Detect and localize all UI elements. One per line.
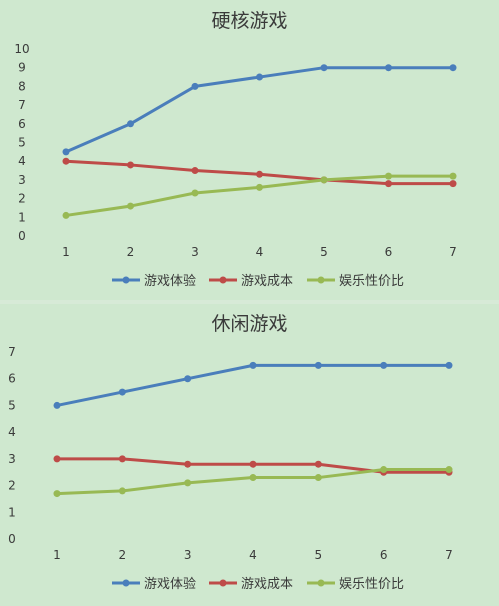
legend-marker [317,579,325,587]
legend-label: 娱乐性价比 [339,577,404,592]
y-tick-label: 1 [8,505,16,519]
x-tick-label: 3 [184,548,192,562]
data-point [380,466,388,474]
chart-title: 休闲游戏 [211,313,287,335]
y-tick-label: 4 [18,154,26,168]
data-point [127,120,134,128]
x-tick-label: 2 [127,245,135,259]
data-point [62,148,70,156]
data-point [249,474,257,482]
legend-label: 游戏成本 [241,577,293,592]
data-point [62,211,70,219]
legend-marker [317,276,325,284]
chart-svg-casual: 休闲游戏 0 1 2 3 4 5 6 7 1 2 3 4 5 6 7 游戏体验 游戏成本 娱乐性价比 [8,313,453,592]
y-tick-label: 8 [18,79,26,93]
legend-marker [219,579,227,587]
x-tick-label: 4 [249,548,257,562]
y-tick-label: 1 [18,210,26,224]
chart-svg-hardcore: 硬核游戏 0 1 2 3 4 5 6 7 8 9 10 1 2 3 4 5 6 7 游戏体验 游戏成本 娱乐性价比 [14,10,457,289]
x-tick-label: 7 [449,245,457,259]
y-tick-label: 3 [8,452,16,466]
data-point [53,455,61,463]
legend-marker [122,276,130,284]
x-tick-label: 6 [380,548,388,562]
data-point [191,189,199,197]
y-tick-label: 4 [8,425,16,439]
data-point [184,479,192,487]
data-point [445,361,453,369]
data-point [62,157,70,165]
y-tick-label: 6 [18,117,26,131]
y-tick-label: 2 [18,192,26,206]
legend-marker [122,579,130,587]
y-tick-label: 10 [14,42,29,56]
legend-label: 游戏成本 [241,274,293,289]
legend-marker [219,276,227,284]
data-point [256,183,263,191]
series-line [56,363,449,407]
data-point [127,202,134,210]
data-point [184,375,192,383]
x-tick-label: 5 [320,245,328,259]
data-point [314,474,322,482]
data-point [449,64,457,72]
y-tick-label: 0 [18,229,26,243]
data-point [314,361,322,369]
series-line [65,174,453,217]
data-point [127,161,134,169]
data-point [449,172,457,180]
data-point [53,401,61,409]
data-point [385,64,392,72]
data-point [118,388,126,396]
data-point [449,180,457,188]
chart-title: 硬核游戏 [211,10,287,32]
y-tick-label: 7 [8,345,16,359]
data-point [380,361,388,369]
data-point [314,460,322,468]
x-tick-label: 7 [445,548,453,562]
x-tick-label: 1 [62,245,70,259]
y-tick-label: 9 [18,61,26,75]
chart-casual-games: 休闲游戏 0 1 2 3 4 5 6 7 1 2 3 4 5 6 7 游戏体验 游戏成本 娱乐性价比 [0,304,499,606]
x-tick-label: 4 [256,245,264,259]
legend-label: 游戏体验 [144,576,196,592]
x-tick-label: 1 [53,548,61,562]
chart-hardcore-games: 硬核游戏 0 1 2 3 4 5 6 7 8 9 10 1 2 3 4 5 6 7 游戏体验 游戏成本 娱乐性价比 [0,0,499,300]
y-tick-label: 3 [18,173,26,187]
y-tick-label: 5 [18,136,26,150]
data-point [184,460,192,468]
data-point [249,460,257,468]
data-point [320,176,328,184]
y-tick-label: 7 [18,98,26,112]
data-point [53,490,61,498]
data-point [191,82,199,90]
x-tick-label: 2 [119,548,127,562]
data-point [320,64,328,72]
y-tick-label: 5 [8,398,16,412]
legend-label: 娱乐性价比 [339,274,404,289]
x-tick-label: 5 [315,548,323,562]
data-point [118,487,126,495]
data-point [385,172,392,180]
data-point [249,361,257,369]
x-tick-label: 3 [191,245,199,259]
legend-label: 游戏体验 [144,273,196,289]
y-tick-label: 6 [8,372,16,386]
x-tick-label: 6 [385,245,393,259]
data-point [256,170,263,178]
data-point [385,180,392,188]
y-tick-label: 0 [8,532,16,546]
y-tick-label: 2 [8,479,16,493]
data-point [118,455,126,463]
data-point [256,73,263,81]
data-point [445,466,453,474]
data-point [191,167,199,175]
